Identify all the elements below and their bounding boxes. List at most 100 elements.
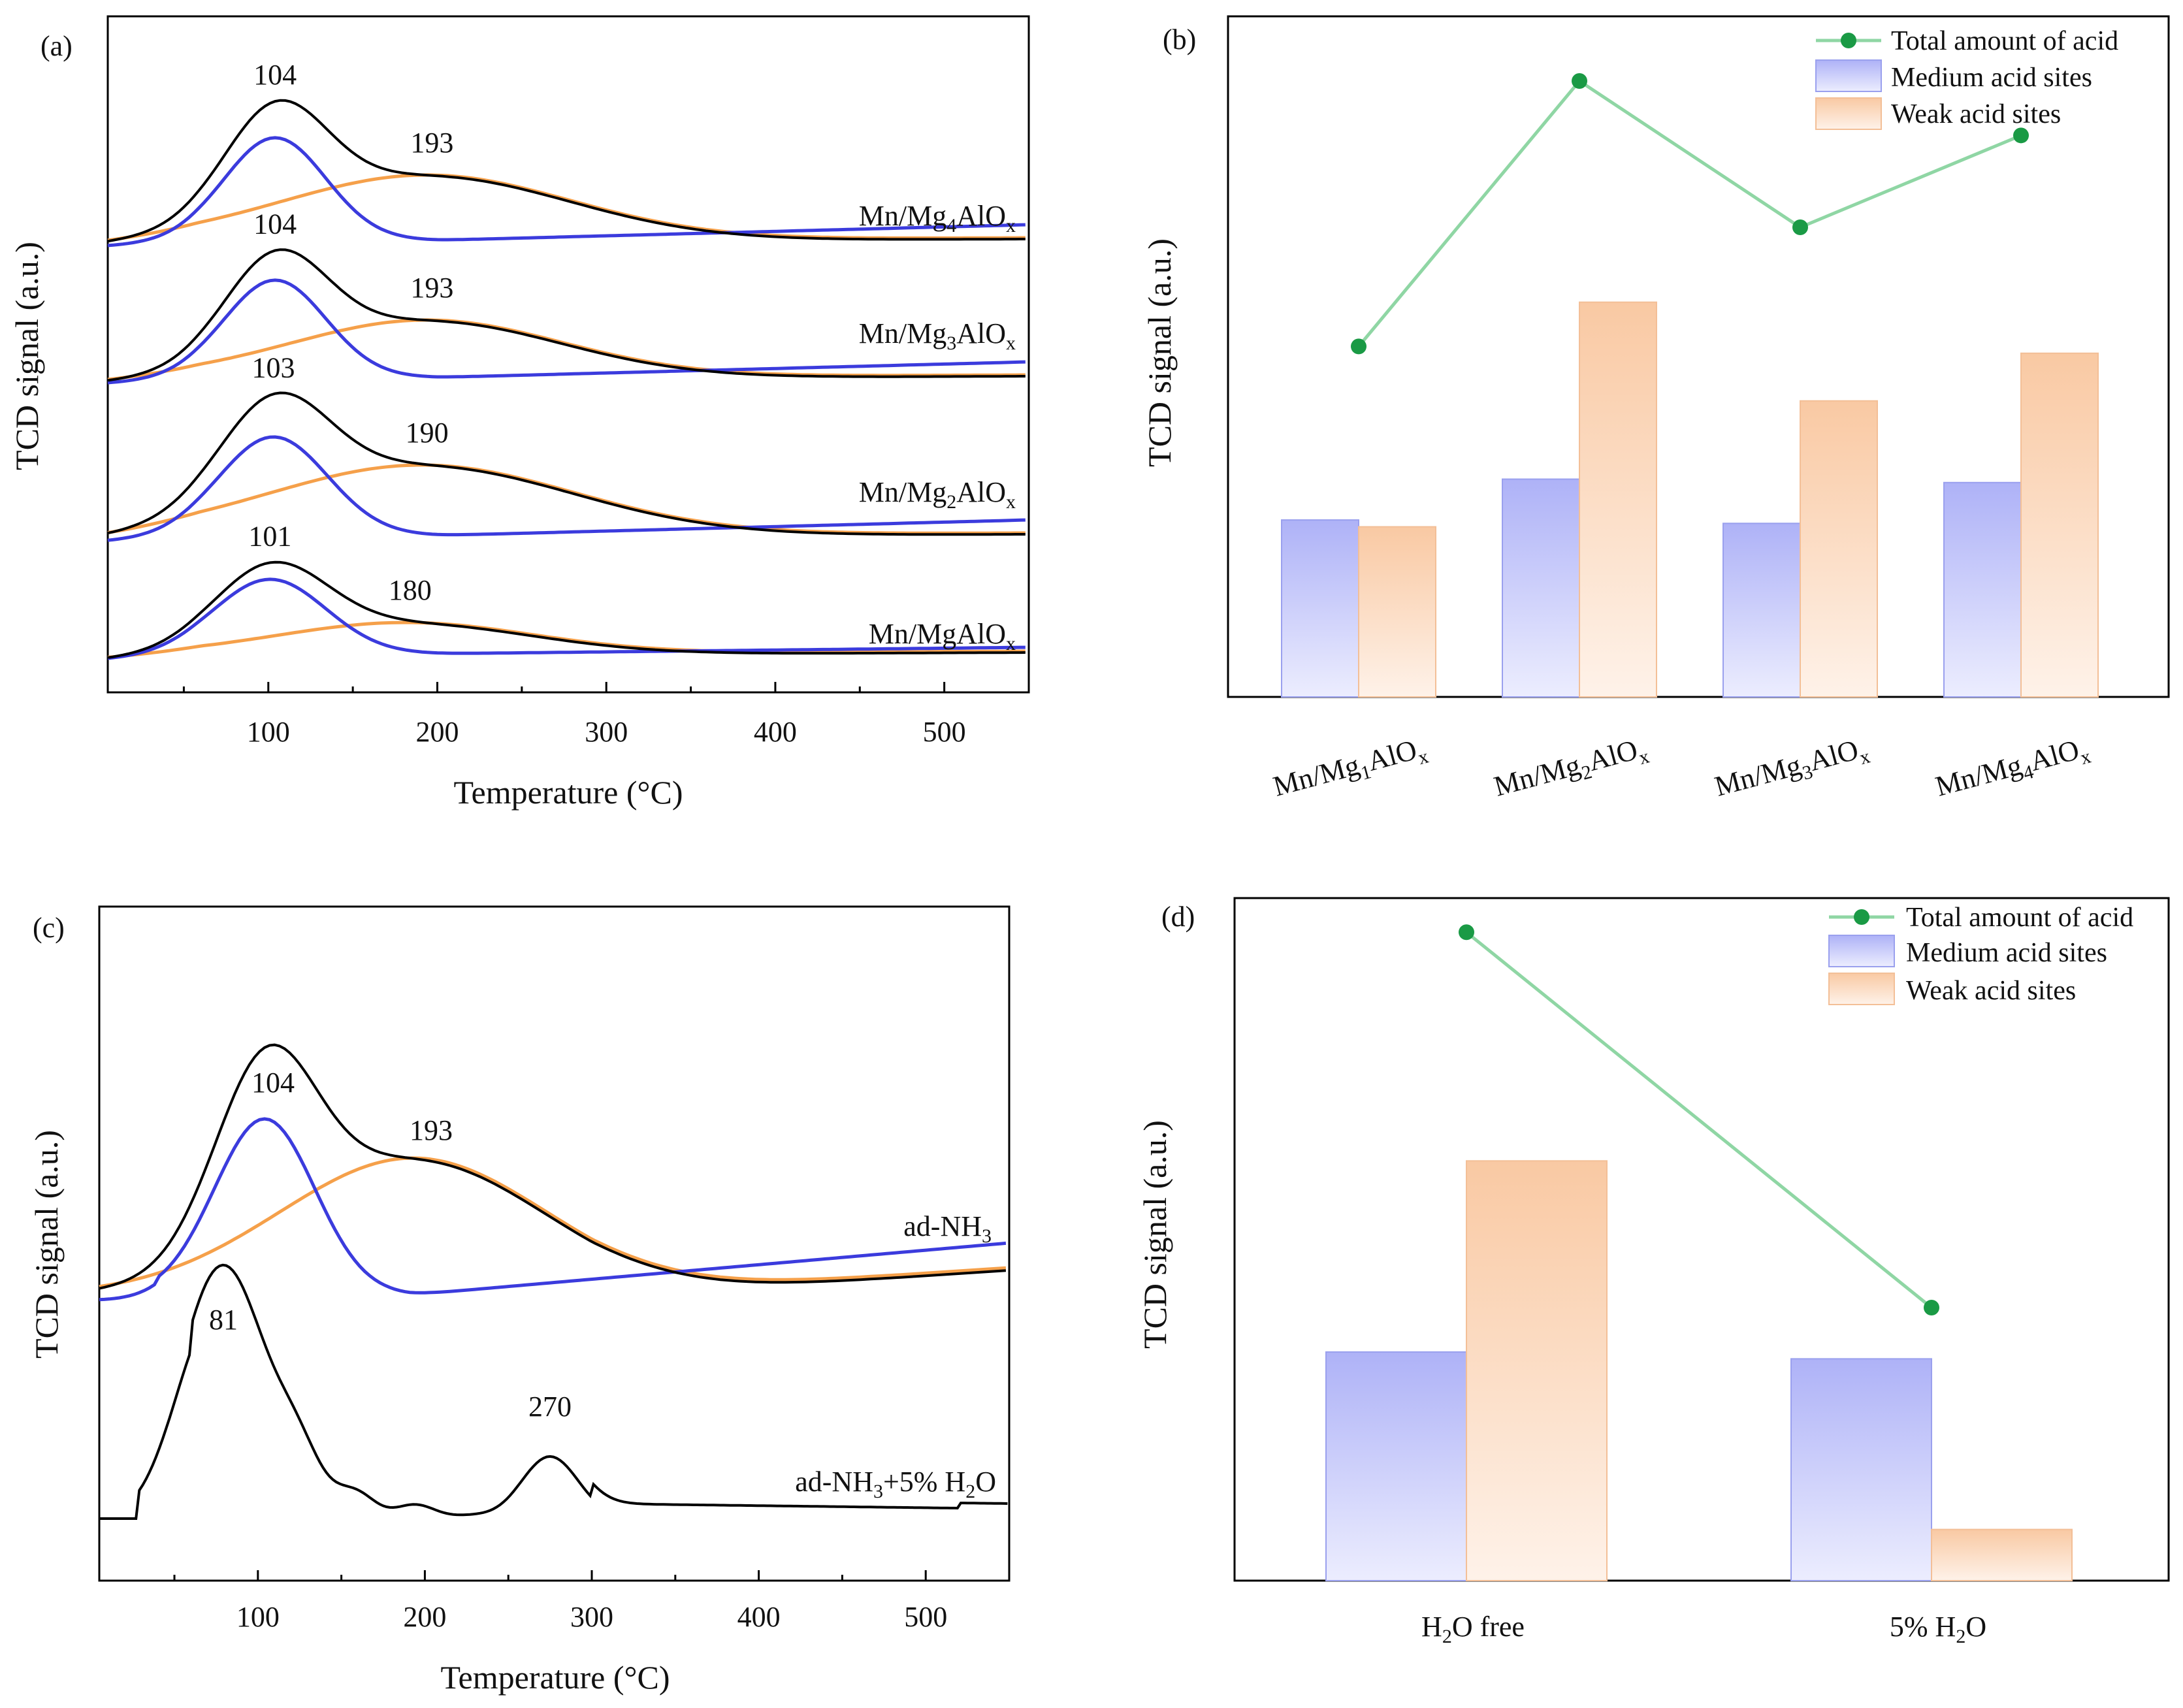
panel-c: (c) TCD signal (a.u.) Temperature (°C) 1… bbox=[28, 905, 1011, 1696]
legend-total-label: Total amount of acid bbox=[1891, 26, 2118, 56]
medium-peak-fit bbox=[107, 278, 1026, 385]
peak-label-weak: 193 bbox=[410, 127, 453, 159]
x-tick-label: 500 bbox=[904, 1601, 947, 1633]
panel-d-label: (d) bbox=[1161, 901, 1195, 933]
category-label: Mn/Mg1AlOx bbox=[1270, 731, 1431, 807]
weak-bar bbox=[1466, 1160, 1608, 1581]
x-tick-label: 400 bbox=[737, 1601, 781, 1633]
curve-label-ad-nh3-h2o: ad-NH3+5% H2O bbox=[795, 1466, 996, 1502]
x-tick-label: 200 bbox=[415, 716, 459, 748]
panel-d-category-labels: H2O free 5% H2O bbox=[1421, 1611, 1986, 1647]
legend-medium-label: Medium acid sites bbox=[1891, 63, 2092, 93]
peak-label-weak: 190 bbox=[406, 417, 449, 449]
medium-peak-fit bbox=[99, 1117, 1007, 1302]
medium-bar bbox=[1502, 478, 1580, 698]
sample-label: Mn/Mg3AlOx bbox=[859, 317, 1016, 354]
panel-d: (d) TCD signal (a.u.) H2O free 5% H2O Tot… bbox=[1137, 897, 2170, 1647]
panel-c-xlabel: Temperature (°C) bbox=[440, 1659, 670, 1696]
medium-bar bbox=[1790, 1358, 1932, 1581]
total-signal bbox=[107, 99, 1026, 243]
x-tick-label: 400 bbox=[754, 716, 797, 748]
curve-label-ad-nh3: ad-NH3 bbox=[903, 1210, 992, 1247]
panel-d-ylabel: TCD signal (a.u.) bbox=[1137, 1120, 1173, 1349]
panel-a-curves bbox=[107, 99, 1026, 660]
panel-c-label: (c) bbox=[33, 912, 65, 944]
weak-bar bbox=[1579, 301, 1657, 698]
x-tick-label: 100 bbox=[247, 716, 290, 748]
panel-b-category-labels: Mn/Mg1AlOx Mn/Mg2AlOx Mn/Mg3AlOx Mn/Mg4AlOx bbox=[1270, 731, 2094, 807]
ad-nh3-h2o-signal bbox=[99, 1263, 1008, 1520]
medium-bar bbox=[1281, 519, 1359, 698]
category-label: H2O free bbox=[1421, 1611, 1525, 1647]
panel-c-x-ticks: 100 200 300 400 500 bbox=[173, 1570, 947, 1633]
total-signal bbox=[107, 248, 1026, 382]
panel-c-annotations: 104 193 81 270 ad-NH3 ad-NH3+5% H2O bbox=[209, 1067, 996, 1502]
panel-a-xlabel: Temperature (°C) bbox=[453, 774, 683, 811]
legend-weak-label: Weak acid sites bbox=[1906, 976, 2076, 1006]
panel-d-total-line bbox=[1459, 924, 1939, 1315]
panel-b-legend: Total amount of acid Medium acid sites W… bbox=[1815, 26, 2118, 130]
panel-a-frame bbox=[106, 15, 1030, 694]
panel-c-ylabel: TCD signal (a.u.) bbox=[28, 1130, 65, 1359]
weak-bar bbox=[2020, 352, 2099, 698]
weak-bar bbox=[1800, 400, 1878, 698]
medium-peak-fit bbox=[107, 136, 1026, 248]
panel-d-frame bbox=[1233, 897, 2170, 1582]
weak-bar bbox=[1931, 1528, 2073, 1581]
legend-weak-swatch bbox=[1828, 973, 1895, 1005]
total-signal bbox=[107, 391, 1026, 536]
x-tick-label: 300 bbox=[585, 716, 628, 748]
panel-b-frame bbox=[1227, 15, 2170, 698]
total-acid-point bbox=[1351, 338, 1366, 355]
sample-label: Mn/Mg2AlOx bbox=[859, 476, 1016, 513]
total-acid-point bbox=[1924, 1300, 1939, 1315]
total-acid-point bbox=[1572, 73, 1587, 89]
panel-a-x-ticks: 100 200 300 400 500 bbox=[182, 682, 966, 748]
medium-bar bbox=[1325, 1351, 1467, 1582]
peak-label-medium: 103 bbox=[252, 351, 295, 383]
peak-label-c-104: 104 bbox=[251, 1067, 295, 1099]
panel-a: (a) TCD signal (a.u.) Temperature (°C) 1… bbox=[8, 15, 1030, 811]
peak-label-weak: 180 bbox=[389, 574, 432, 606]
peak-label-weak: 193 bbox=[410, 272, 453, 304]
sample-label: Mn/MgAlOx bbox=[869, 618, 1016, 654]
total-acid-point bbox=[1792, 219, 1808, 236]
panel-d-legend: Total amount of acid Medium acid sites W… bbox=[1828, 903, 2133, 1006]
category-label: 5% H2O bbox=[1890, 1611, 1986, 1647]
panel-c-frame bbox=[98, 905, 1011, 1582]
legend-total-marker bbox=[1841, 33, 1856, 48]
category-label: Mn/Mg3AlOx bbox=[1711, 731, 1873, 807]
total-acid-point bbox=[2013, 127, 2029, 144]
medium-peak-fit bbox=[107, 435, 1026, 542]
legend-total-marker bbox=[1854, 909, 1869, 925]
x-tick-label: 500 bbox=[923, 716, 966, 748]
peak-label-medium: 104 bbox=[253, 208, 297, 240]
medium-peak-fit bbox=[107, 577, 1026, 660]
peak-label-c-270: 270 bbox=[528, 1391, 572, 1423]
panel-b: (b) TCD signal (a.u.) Mn/Mg1AlOx Mn/Mg2Al… bbox=[1141, 15, 2170, 807]
x-tick-label: 100 bbox=[236, 1601, 280, 1633]
x-tick-label: 300 bbox=[570, 1601, 613, 1633]
total-acid-line bbox=[1357, 78, 2022, 347]
peak-label-c-81: 81 bbox=[209, 1304, 238, 1336]
medium-bar bbox=[1943, 481, 2022, 698]
legend-medium-label: Medium acid sites bbox=[1906, 938, 2107, 968]
category-label: Mn/Mg4AlOx bbox=[1932, 731, 2094, 807]
legend-weak-label: Weak acid sites bbox=[1891, 99, 2061, 129]
total-signal bbox=[107, 560, 1026, 659]
medium-bar bbox=[1722, 523, 1801, 698]
peak-label-medium: 104 bbox=[253, 59, 297, 91]
weak-peak-fit bbox=[99, 1156, 1007, 1289]
legend-weak-swatch bbox=[1815, 97, 1882, 130]
weak-bar bbox=[1358, 526, 1436, 698]
ad-nh3-total-signal bbox=[99, 1043, 1007, 1290]
peak-label-medium: 101 bbox=[248, 520, 291, 552]
total-acid-line bbox=[1465, 931, 1933, 1309]
x-tick-label: 200 bbox=[403, 1601, 446, 1633]
legend-total-label: Total amount of acid bbox=[1906, 903, 2133, 933]
panel-c-curves bbox=[99, 1043, 1008, 1520]
panel-b-total-line bbox=[1351, 73, 2029, 355]
panel-a-ylabel: TCD signal (a.u.) bbox=[8, 242, 45, 470]
sample-label: Mn/Mg4AlOx bbox=[859, 200, 1016, 236]
